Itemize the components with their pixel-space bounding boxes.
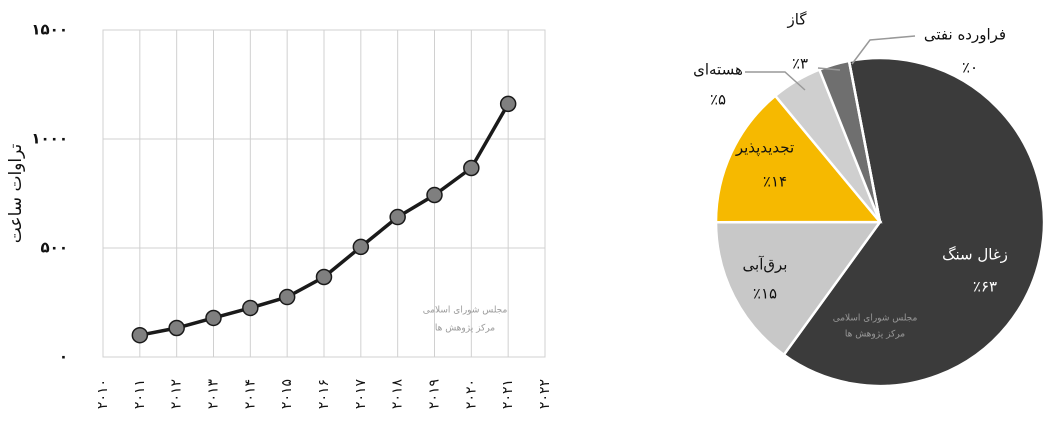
marker	[352, 238, 370, 256]
slice-value-label: ٪۱۵	[753, 285, 777, 303]
marker	[315, 268, 333, 286]
pie-slice	[782, 56, 1046, 388]
x-tick-label: ۲۰۱۲	[169, 379, 185, 409]
x-tick-label: ۲۰۱۷	[353, 379, 369, 410]
marker	[168, 319, 185, 337]
marker	[242, 299, 259, 317]
x-tick-label: ۲۰۱۳	[206, 379, 222, 410]
y-tick-label: ۱۵۰۰	[31, 21, 68, 39]
x-tick-label: ۲۰۱۵	[279, 379, 295, 409]
pie-slice	[714, 220, 883, 357]
x-tick-label: ۲۰۲۰	[463, 379, 479, 409]
slice-label: برق‌آبی	[743, 256, 788, 274]
slice-value-label: ٪۳	[792, 55, 808, 73]
x-tick-label: ۲۰۱۶	[316, 379, 332, 409]
slice-value-label: ٪۱۴	[763, 173, 787, 191]
pie-slice	[817, 59, 882, 223]
watermark-text: مجلس شورای اسلامی	[423, 306, 508, 316]
watermark-text: مرکز پژوهش ها	[435, 324, 495, 334]
marker	[499, 95, 517, 113]
slice-value-label: ٪۰	[962, 59, 978, 77]
x-tick-label: ۲۰۲۲	[537, 379, 553, 409]
plot-border	[102, 29, 546, 358]
y-tick-label: ۰	[59, 348, 68, 366]
marker	[131, 326, 149, 344]
y-tick-label: ۱۰۰۰	[31, 130, 68, 148]
slice-value-label: ٪۶۳	[973, 278, 997, 296]
y-tick-label: ۵۰۰	[41, 239, 68, 257]
x-tick-label: ۲۰۲۱	[500, 379, 516, 409]
y-axis-label: تراوات ساعت	[6, 144, 26, 244]
slice-label: تجدیدپذیر	[735, 139, 794, 158]
slice-label: زغال سنگ	[942, 246, 1008, 264]
slice-label: گاز	[787, 11, 808, 29]
slice-value-label: ٪۵	[710, 91, 726, 109]
watermark-text: مرکز پژوهش ها	[845, 330, 905, 340]
marker	[278, 288, 296, 306]
leader-line	[851, 35, 916, 65]
x-tick-label: ۲۰۱۹	[427, 379, 443, 409]
leader-line	[745, 71, 806, 91]
marker	[389, 208, 406, 226]
marker	[426, 186, 443, 204]
slice-label: فراورده نفتی	[924, 26, 1006, 44]
pie-slice	[714, 94, 883, 224]
x-tick-label: ۲۰۱۸	[390, 379, 406, 410]
marker	[205, 309, 222, 327]
watermark-text: مجلس شورای اسلامی	[833, 314, 918, 324]
marker	[463, 159, 480, 177]
leader-line	[817, 67, 841, 71]
x-tick-label: ۲۰۱۴	[242, 379, 258, 409]
x-tick-label: ۲۰۱۰	[95, 379, 111, 409]
x-tick-label: ۲۰۱۱	[132, 379, 148, 409]
slice-label: هسته‌ای	[693, 61, 743, 79]
